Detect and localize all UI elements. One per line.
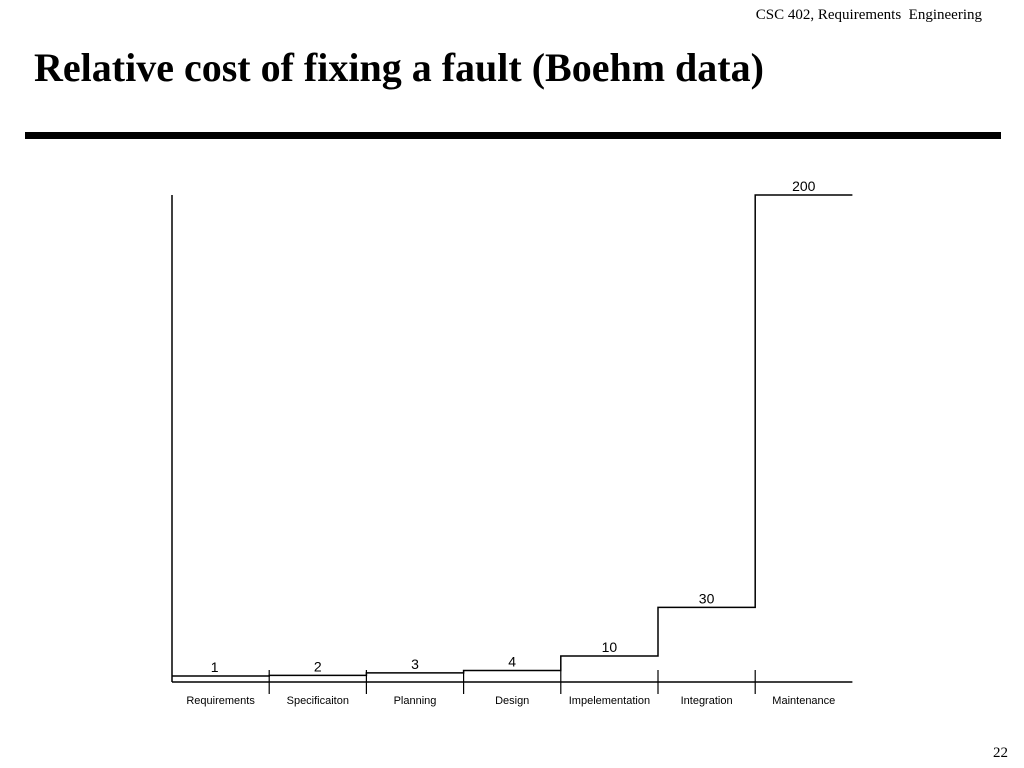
chart-steps bbox=[172, 194, 853, 677]
value-label: 4 bbox=[508, 653, 516, 669]
page-number: 22 bbox=[993, 745, 1008, 761]
value-label: 1 bbox=[211, 659, 219, 675]
x-tick-label: Integration bbox=[681, 695, 733, 707]
chart-tick-labels: Requirements Specificaiton Planning Design I… bbox=[186, 695, 835, 707]
value-label: 200 bbox=[792, 178, 816, 194]
x-tick-label: Specificaiton bbox=[287, 695, 349, 707]
x-tick-label: Design bbox=[495, 695, 529, 707]
course-label: CSC 402, Requirements Engineering bbox=[755, 7, 982, 23]
x-tick-label: Requirements bbox=[186, 695, 255, 707]
cost-step-line bbox=[172, 194, 853, 677]
x-tick-label: Planning bbox=[394, 695, 437, 707]
x-tick-label: Maintenance bbox=[772, 695, 835, 707]
value-label: 30 bbox=[699, 590, 715, 606]
chart-value-labels: 1 2 3 4 10 30 200 bbox=[211, 178, 816, 675]
value-label: 3 bbox=[411, 656, 419, 672]
x-tick-label: Impelementation bbox=[569, 695, 650, 707]
slide-title: Relative cost of fixing a fault (Boehm d… bbox=[34, 45, 764, 90]
title-divider bbox=[25, 132, 1001, 139]
chart-axes bbox=[171, 195, 853, 694]
value-label: 2 bbox=[314, 658, 322, 674]
value-label: 10 bbox=[602, 639, 618, 655]
